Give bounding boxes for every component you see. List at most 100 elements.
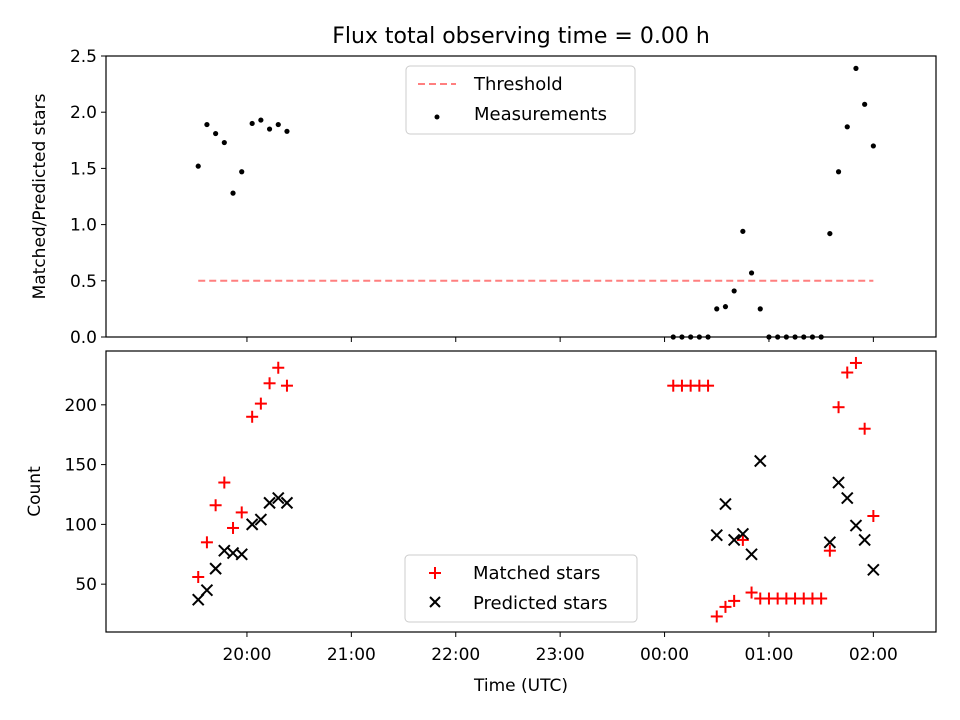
predicted-star-point [849, 519, 863, 532]
x-tick: 23:00 [536, 632, 585, 665]
bottom-legend-box [404, 554, 638, 623]
measurement-point [195, 163, 201, 169]
bottom-legend: Matched stars Predicted stars [404, 554, 638, 623]
predicted-star-point [218, 544, 231, 557]
matched-star-point [263, 377, 276, 390]
matched-star-point [272, 361, 285, 374]
measurement-point [870, 143, 876, 149]
measurement-point [862, 101, 868, 107]
legend-measurements-label: Measurements [474, 104, 607, 125]
top-y-tick-label: 1.0 [70, 216, 97, 236]
measurement-point [740, 228, 746, 234]
matched-star-point [218, 476, 231, 489]
matched-star-point [832, 401, 845, 414]
predicted-star-point [727, 533, 741, 547]
predicted-star-point [719, 497, 732, 511]
legend-predicted-label: Predicted stars [473, 593, 607, 614]
measurement-point [853, 65, 859, 71]
matched-star-point [200, 536, 213, 549]
matched-star-point [736, 533, 749, 546]
predicted-star-point [867, 563, 880, 577]
x-tick: 21:00 [327, 632, 376, 665]
x-tick-label: 21:00 [327, 645, 376, 665]
top-y-axis-label: Matched/Predicted stars [30, 93, 50, 299]
measurement-point [844, 124, 850, 130]
bottom-y-tick: 200 [65, 396, 106, 416]
measurement-point [284, 128, 290, 134]
x-tick: 00:00 [640, 632, 689, 665]
top-y-tick-label: 2.0 [70, 103, 97, 123]
bottom-y-tick: 150 [65, 456, 106, 476]
top-axes-frame [105, 55, 937, 338]
measurement-point [221, 139, 227, 146]
matched-star-point [254, 397, 267, 410]
measurement-point [204, 121, 210, 128]
bottom-y-tick-label: 100 [65, 515, 97, 535]
matched-star-point [235, 506, 248, 519]
legend-threshold-label: Threshold [473, 74, 563, 95]
bottom-y-axis-label: Count [25, 466, 45, 517]
legend-measurements-marker [434, 114, 440, 120]
top-y-tick: 1.5 [70, 159, 106, 179]
predicted-star-point [858, 533, 871, 547]
top-y-tick: 2.0 [70, 103, 106, 123]
predicted-star-point [745, 548, 758, 561]
top-y-tick: 0.5 [70, 272, 106, 292]
bottom-plot-area [192, 356, 880, 623]
x-tick-label: 02:00 [849, 645, 898, 665]
bottom-y-tick: 50 [75, 575, 106, 595]
measurement-point [748, 270, 755, 276]
matched-star-point [841, 366, 854, 379]
x-tick-label: 23:00 [536, 645, 585, 665]
matched-star-point [710, 610, 723, 623]
matched-star-point [192, 570, 205, 583]
x-tick: 20:00 [222, 632, 271, 665]
predicted-star-point [280, 496, 294, 510]
measurement-point [722, 304, 729, 310]
measurement-point [827, 230, 833, 237]
matched-star-point [858, 422, 871, 435]
x-tick: 02:00 [849, 632, 898, 665]
predicted-star-point [754, 454, 767, 468]
measurement-point [275, 121, 281, 128]
matched-star-point [719, 600, 732, 613]
matched-star-point [728, 594, 741, 607]
predicted-star-point [263, 496, 276, 510]
top-y-tick-label: 0.5 [70, 272, 97, 292]
top-y-tick: 0.0 [70, 328, 106, 348]
measurement-point [249, 120, 255, 127]
predicted-star-point [710, 528, 723, 542]
top-y-tick-label: 0.0 [70, 328, 97, 348]
bottom-y-tick-label: 150 [65, 456, 97, 476]
measurement-point [714, 306, 720, 312]
top-y-tick: 2.5 [70, 47, 106, 67]
x-tick: 22:00 [431, 632, 480, 665]
matched-star-point [867, 510, 880, 523]
matched-star-point [227, 521, 240, 534]
predicted-star-point [235, 548, 248, 561]
bottom-y-tick-label: 200 [65, 396, 97, 416]
matched-star-point [246, 410, 259, 423]
x-tick-label: 20:00 [222, 645, 271, 665]
matched-star-point [209, 499, 222, 512]
predicted-star-point [254, 513, 268, 526]
bottom-y-tick: 100 [65, 515, 106, 535]
matched-star-point [815, 592, 828, 605]
predicted-star-point [209, 562, 222, 575]
top-y-tick-label: 1.5 [70, 159, 97, 179]
matched-star-point [280, 379, 293, 392]
top-y-tick: 1.0 [70, 216, 106, 236]
measurement-point [835, 169, 842, 175]
bottom-y-axis: 50 100 150 200 [65, 396, 106, 595]
measurement-point [757, 306, 763, 312]
top-panel: Flux total observing time = 0.00 h 0.00.… [30, 24, 937, 348]
bottom-x-axis: 20:00 21:00 22:00 23:00 00:00 01:00 02:00 [222, 632, 898, 665]
legend-matched-marker [429, 567, 441, 579]
predicted-star-point [245, 518, 259, 531]
top-y-tick-label: 2.5 [70, 47, 97, 67]
matched-star-point [823, 544, 836, 557]
matched-star-point [745, 586, 758, 599]
predicted-star-point [272, 491, 285, 505]
measurement-point [230, 190, 236, 196]
